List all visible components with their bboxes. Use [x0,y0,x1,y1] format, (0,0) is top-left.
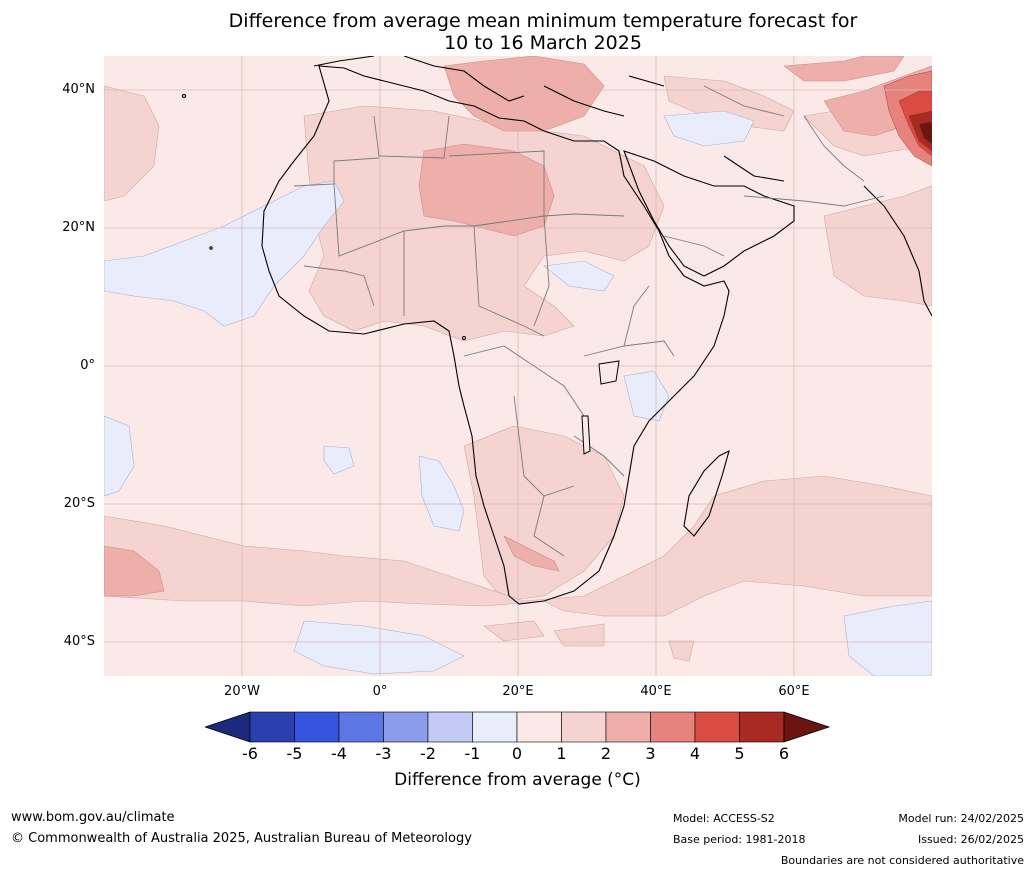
colorbar-swatch [338,711,384,743]
colorbar-tick-label: -5 [286,744,303,763]
footer-website: www.bom.gov.au/climate [11,810,175,825]
colorbar-extend-low [205,711,251,743]
anomaly-map [104,56,932,676]
chart-title: Difference from average mean minimum tem… [0,10,1035,54]
colorbar-tick-label: -6 [242,744,258,763]
colorbar-tick-label: -3 [375,744,392,763]
colorbar-tick-label: 1 [556,744,567,763]
lat-tick-0: 0° [80,358,95,373]
colorbar-swatch [650,711,696,743]
colorbar-tick-label: 3 [645,744,656,763]
colorbar-swatch [605,711,651,743]
lon-tick-60e: 60°E [778,684,810,699]
title-line-1: Difference from average mean minimum tem… [228,10,858,32]
colorbar-tick-label: 4 [689,744,701,763]
anomaly-minus-regions [104,110,932,676]
colorbar-tick-label: 2 [600,744,612,763]
colorbar-tick-label: -1 [464,744,481,763]
footer-issued: Issued: 26/02/2025 [917,833,1024,846]
colorbar-swatch [516,711,562,743]
graticule [104,56,932,676]
colorbar-swatch [739,711,785,743]
colorbar-title: Difference from average (°C) [394,770,641,790]
colorbar-swatch [561,711,607,743]
colorbar-tick-label: 5 [734,744,745,763]
anomaly-hotspot-regions [883,70,932,167]
colorbar-tick-label: -4 [331,744,347,763]
lakes [581,360,620,455]
lon-tick-40e: 40°E [640,684,672,699]
colorbar-tick-label: 0 [511,744,523,763]
colorbar-swatch [383,711,429,743]
colorbar-tick-label: 6 [778,744,790,763]
lat-tick-20s: 20°S [63,496,95,511]
footer-base-period: Base period: 1981-2018 [673,833,806,846]
colorbar-tick-label: -2 [420,744,436,763]
title-line-2: 10 to 16 March 2025 [444,32,642,54]
colorbar [205,711,831,743]
country-borders [293,85,885,557]
footer-model: Model: ACCESS-S2 [673,812,775,825]
lat-tick-20n: 20°N [62,220,95,235]
lon-tick-20e: 20°E [502,684,534,699]
colorbar-swatch [472,711,518,743]
colorbar-extend-high [783,711,831,743]
lat-tick-40s: 40°S [63,634,95,649]
footer-copyright: © Commonwealth of Australia 2025, Austra… [11,831,472,846]
colorbar-swatch [427,711,473,743]
colorbar-swatch [694,711,740,743]
footer-disclaimer: Boundaries are not considered authoritat… [780,854,1024,867]
lon-tick-0: 0° [372,684,388,699]
lat-tick-40n: 40°N [62,82,95,97]
footer-model-run: Model run: 24/02/2025 [898,812,1024,825]
coastlines [181,56,932,605]
colorbar-swatch [249,711,295,743]
lon-tick-20w: 20°W [224,684,260,699]
colorbar-swatch [294,711,340,743]
